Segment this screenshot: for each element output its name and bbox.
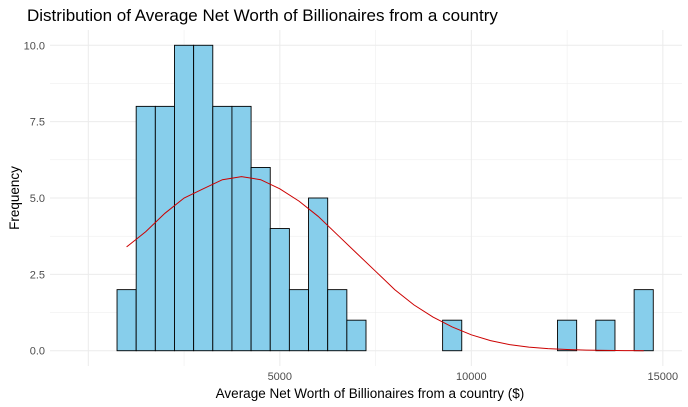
histogram-bar [269,228,290,352]
x-axis-ticks: 5000 10000 15000 [268,371,679,383]
x-tick-label: 15000 [648,371,679,383]
y-tick-label: 7.5 [30,117,45,129]
histogram-bar [116,289,137,352]
histogram-bar [308,197,329,352]
histogram-bar [154,105,175,352]
histogram-bar [288,289,309,352]
histogram-bar [193,44,214,352]
y-tick-label: 2.5 [30,269,45,281]
histogram-bar [250,167,271,352]
chart-title: Distribution of Average Net Worth of Bil… [27,6,498,25]
y-axis-title: Frequency [7,166,22,230]
histogram-bar [595,319,616,352]
density-curve [126,176,644,352]
y-tick-label: 10.0 [24,40,45,52]
y-axis-ticks: 0.0 2.5 5.0 7.5 10.0 [24,40,45,357]
histogram-bar [327,289,348,352]
y-tick-label: 5.0 [30,193,45,205]
x-axis-title: Average Net Worth of Billionaires from a… [216,386,525,401]
histogram-bar [346,319,367,352]
histogram-bar [212,105,233,352]
x-tick-label: 5000 [268,371,292,383]
y-tick-label: 0.0 [30,346,45,358]
histogram-bars [116,44,654,352]
histogram-bar [231,105,252,352]
histogram-bar [633,289,654,352]
histogram-bar [442,319,463,352]
x-tick-label: 10000 [456,371,487,383]
histogram-bar [557,319,578,352]
histogram-bar [135,105,156,352]
